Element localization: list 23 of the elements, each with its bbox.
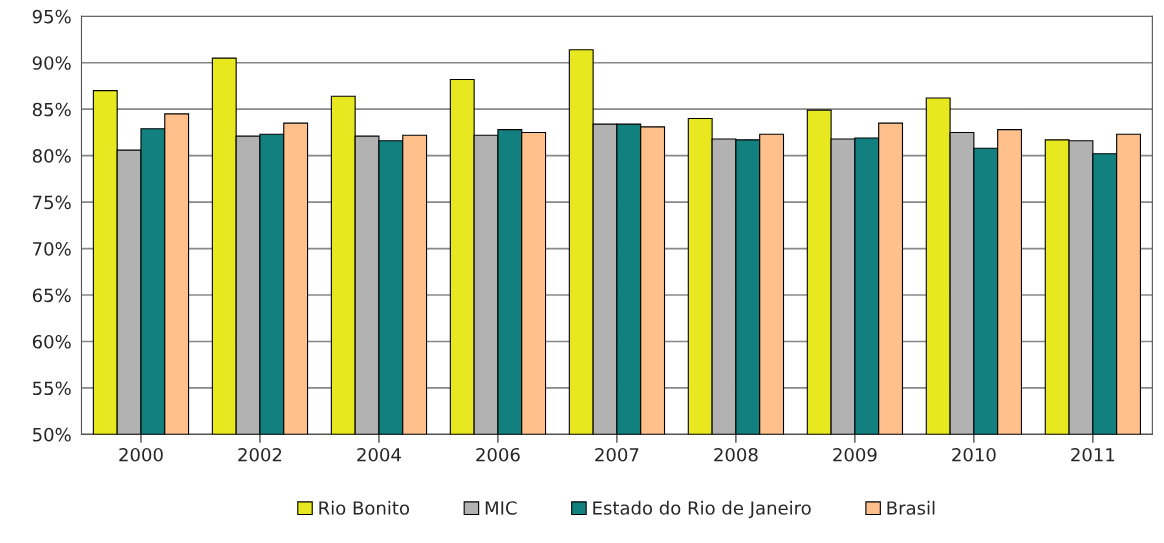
y-tick-label: 75%	[33, 195, 71, 210]
y-tick-label: 95%	[32, 9, 71, 24]
y-tick-label: 85%	[32, 102, 71, 117]
x-tick-label: 2004	[357, 447, 401, 462]
y-tick-label: 80%	[32, 149, 71, 163]
y-tick-label: 55%	[33, 381, 71, 396]
x-tick-label: 2007	[595, 447, 639, 462]
legend-label: Estado do Rio de Janeiro	[593, 500, 811, 519]
y-tick-label: 65%	[32, 288, 71, 303]
x-tick-label: 2000	[119, 447, 163, 462]
x-tick-label: 2010	[952, 447, 996, 462]
y-tick-label: 50%	[33, 427, 71, 442]
legend-label: Brasil	[887, 500, 935, 515]
x-tick-label: 2008	[714, 447, 758, 462]
legend-label: Rio Bonito	[319, 500, 410, 515]
x-tick-label: 2006	[476, 447, 520, 462]
x-tick-label: 2011	[1071, 447, 1115, 462]
legend-label: MIC	[485, 501, 517, 515]
y-tick-label: 60%	[32, 334, 71, 349]
x-tick-label: 2002	[238, 447, 282, 462]
y-tick-label: 70%	[33, 242, 71, 256]
y-tick-label: 90%	[32, 56, 71, 70]
x-tick-label: 2009	[833, 447, 877, 462]
